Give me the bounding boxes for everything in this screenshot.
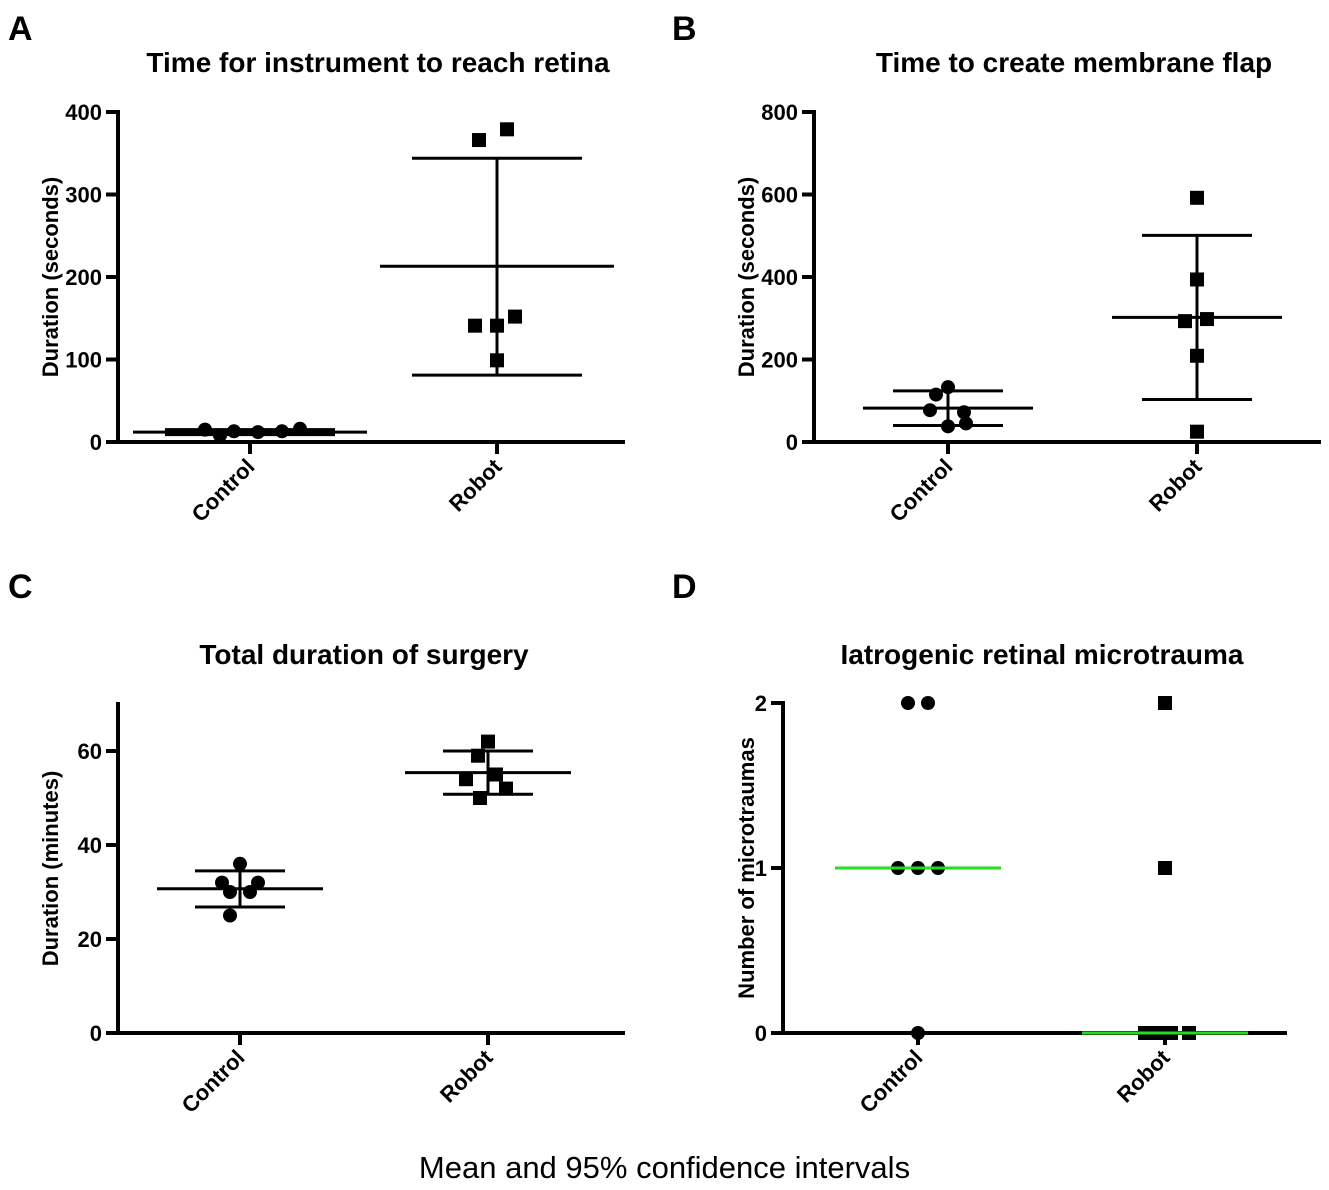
data-point [459, 772, 473, 787]
data-point [1190, 190, 1204, 205]
data-point [471, 748, 485, 763]
y-axis-label: Number of microtraumas [734, 737, 759, 999]
panel-c: C Total duration of surgery 0 20 40 60 Duratio… [8, 568, 625, 1118]
series-control [863, 380, 1033, 434]
data-point [941, 419, 955, 434]
data-point [213, 428, 227, 443]
data-point [489, 767, 503, 782]
data-point [921, 696, 935, 710]
data-point [233, 856, 247, 871]
data-point [959, 416, 973, 431]
data-point [293, 421, 307, 436]
chart-title: Total duration of surgery [199, 639, 529, 670]
data-point [215, 875, 229, 890]
y-tick-label: 300 [65, 183, 102, 208]
chart-title: Time for instrument to reach retina [146, 47, 610, 78]
panel-letter: B [672, 10, 697, 48]
data-point [1200, 312, 1214, 327]
panel-letter: C [8, 568, 33, 606]
panel-d: D Iatrogenic retinal microtrauma 0 1 2 Number… [672, 568, 1287, 1118]
y-tick-label: 800 [761, 100, 798, 125]
chart-title: Iatrogenic retinal microtrauma [840, 639, 1243, 670]
series-robot [405, 734, 571, 805]
y-tick-label: 40 [78, 833, 102, 858]
y-axis-label: Duration (minutes) [38, 771, 63, 967]
data-point [1190, 348, 1204, 363]
y-tick-label: 200 [65, 265, 102, 290]
series-control [157, 856, 323, 923]
x-tick-label: Control [855, 1045, 928, 1118]
series-robot [1112, 190, 1282, 439]
y-tick-label: 0 [755, 1021, 767, 1046]
data-point [468, 318, 482, 333]
x-tick-label: Robot [1112, 1044, 1175, 1107]
y-tick-label: 60 [78, 739, 102, 764]
y-tick-label: 0 [90, 430, 102, 455]
x-tick-label: Control [187, 454, 260, 527]
x-tick-label: Robot [444, 453, 507, 516]
data-point [275, 424, 289, 439]
y-tick-label: 2 [755, 691, 767, 716]
x-tick-label: Robot [435, 1044, 498, 1107]
x-tick-label: Robot [1144, 453, 1207, 516]
data-point [941, 380, 955, 395]
data-point [1190, 424, 1204, 439]
y-tick-label: 20 [78, 927, 102, 952]
data-point [957, 405, 971, 420]
data-point [1190, 272, 1204, 287]
y-tick-label: 200 [761, 348, 798, 373]
series-robot [1082, 696, 1248, 1040]
series-control [133, 421, 367, 443]
data-point [508, 309, 522, 324]
data-point [929, 387, 943, 402]
data-point [1158, 861, 1172, 875]
panel-letter: A [8, 10, 33, 48]
x-tick-label: Control [885, 454, 958, 527]
data-point [198, 422, 212, 437]
data-point [911, 1026, 925, 1040]
y-axis-label: Duration (seconds) [38, 177, 63, 377]
x-tick-label: Control [177, 1045, 250, 1118]
figure-caption: Mean and 95% confidence intervals [418, 1150, 911, 1185]
series-robot [380, 122, 614, 377]
y-tick-label: 400 [761, 265, 798, 290]
y-axis-label: Duration (seconds) [734, 177, 759, 377]
y-tick-label: 600 [761, 183, 798, 208]
data-point [227, 424, 241, 439]
panel-letter: D [672, 568, 697, 606]
data-point [1158, 696, 1172, 710]
chart-title: Time to create membrane flap [876, 47, 1272, 78]
panel-a: A Time for instrument to reach retina 0 100… [8, 10, 625, 527]
data-point [243, 885, 257, 899]
y-tick-label: 0 [90, 1021, 102, 1046]
data-point [901, 696, 915, 710]
y-tick-label: 0 [786, 430, 798, 455]
y-tick-label: 1 [755, 856, 767, 881]
data-point [473, 791, 487, 805]
data-point [490, 353, 504, 368]
data-point [251, 875, 265, 890]
data-point [923, 403, 937, 418]
y-tick-label: 100 [65, 348, 102, 373]
data-point [481, 734, 495, 749]
y-tick-label: 400 [65, 100, 102, 125]
series-control [835, 696, 1001, 1040]
data-point [499, 781, 513, 796]
data-point [251, 425, 265, 440]
data-point [1178, 314, 1192, 329]
data-point [223, 885, 237, 899]
panel-b: B Time to create membrane flap 0 200 400 600 8… [672, 10, 1321, 527]
data-point [472, 133, 486, 148]
data-point [500, 122, 514, 137]
data-point [223, 908, 237, 923]
data-point [490, 318, 504, 333]
